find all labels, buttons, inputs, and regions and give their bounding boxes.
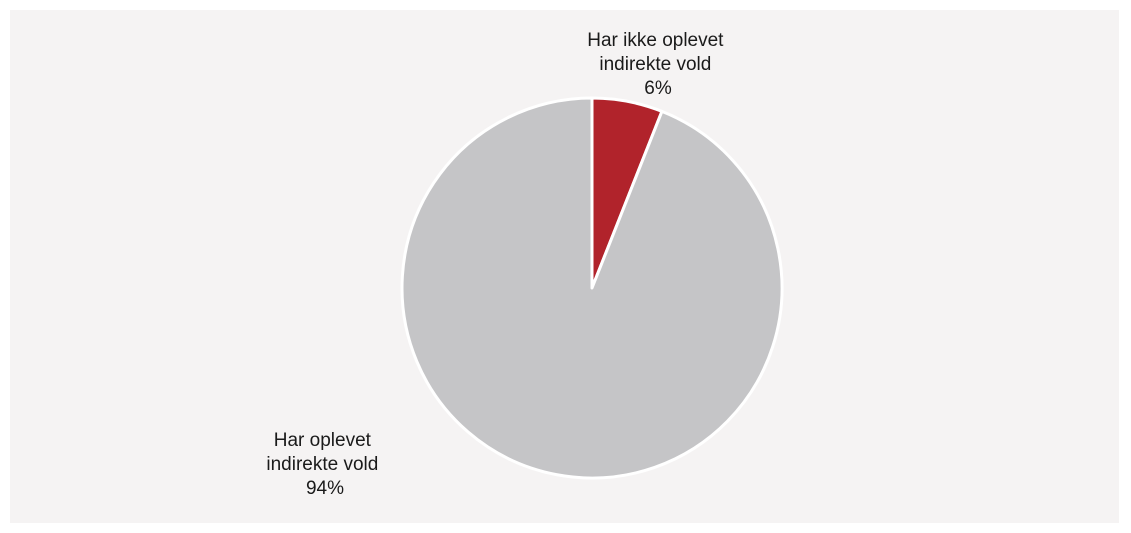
slice-label-not-experienced: Har ikke oplevet indirekte vold 6% [587, 30, 729, 99]
pie-labels: Har ikke oplevet indirekte vold 6% Har o… [266, 30, 729, 499]
slice-label-experienced: Har oplevet indirekte vold 94% [266, 430, 383, 499]
pie-slice-experienced [400, 96, 784, 480]
pie-slices [400, 96, 784, 480]
